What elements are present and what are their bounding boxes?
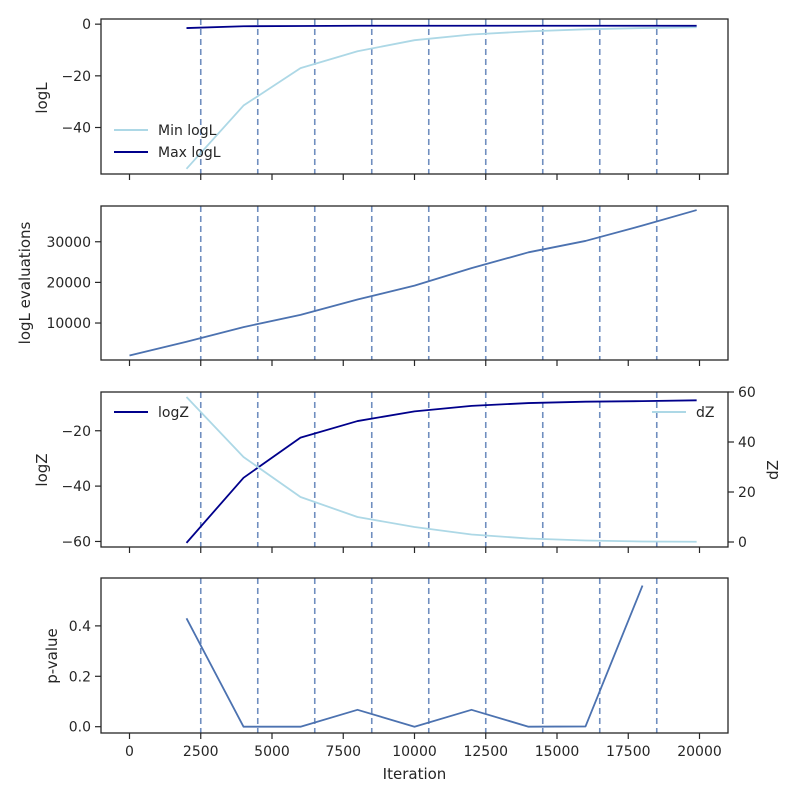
legend: Min logL Max logL xyxy=(114,123,221,161)
y-tick-label: −40 xyxy=(61,121,91,137)
y-tick-label: 20000 xyxy=(46,275,91,291)
y-tick-label-right: 40 xyxy=(738,435,756,451)
y-axis-label-logl: logL xyxy=(33,82,51,114)
legend-label-dz: dZ xyxy=(696,405,714,421)
y-tick-label-right: 60 xyxy=(738,385,756,401)
y-tick-label-right: 20 xyxy=(738,485,756,501)
y-tick-label: 0 xyxy=(82,17,91,33)
x-tick-label: 0 xyxy=(125,744,134,760)
legend-label-min-logl: Min logL xyxy=(158,123,217,139)
legend: logZ dZ xyxy=(114,405,714,421)
x-tick-label: 10000 xyxy=(392,744,437,760)
series-line-logz xyxy=(185,399,697,544)
series-line-min-logl xyxy=(185,26,697,170)
series-line-dz xyxy=(185,396,697,543)
x-tick-label: 20000 xyxy=(677,744,722,760)
y-tick-label: −60 xyxy=(61,534,91,550)
x-tick-label: 2500 xyxy=(183,744,219,760)
legend-label-logz: logZ xyxy=(158,405,189,421)
x-tick-label: 17500 xyxy=(606,744,651,760)
y-tick-label: 0.2 xyxy=(69,669,91,685)
y-axis-label-logz: logZ xyxy=(33,453,51,486)
x-tick-label: 5000 xyxy=(254,744,290,760)
iteration-markers xyxy=(199,392,658,547)
y-tick-label: 0.0 xyxy=(69,720,91,736)
plot-frame xyxy=(100,577,729,734)
series-line-max-logl xyxy=(186,24,697,29)
y-axis-label-dz: dZ xyxy=(764,460,782,480)
y-axis-label-pvalue: p-value xyxy=(43,628,61,684)
y-tick-label: −40 xyxy=(61,479,91,495)
y-tick-label: 30000 xyxy=(46,235,91,251)
panel-pvalue: 0.0 0.2 0.4 0 2500 5000 7500 10000 12500 15000 175… xyxy=(43,577,729,783)
iteration-markers xyxy=(199,206,658,360)
x-tick-label: 15000 xyxy=(535,744,580,760)
series-line-series-0 xyxy=(129,209,697,357)
iteration-markers xyxy=(199,578,658,733)
iteration-markers xyxy=(199,19,658,174)
panel-logz: −60 −40 −20 0 20 40 60 logZ dZ logZ dZ xyxy=(33,385,782,553)
x-tick-label: 12500 xyxy=(463,744,508,760)
x-axis-label: Iteration xyxy=(383,765,447,783)
series-line-series-0 xyxy=(185,585,644,728)
panel-logl-evaluations: 10000 20000 30000 logL evaluations xyxy=(16,205,729,366)
y-tick-label: 0.4 xyxy=(69,619,91,635)
plot-frame xyxy=(100,205,729,361)
y-tick-label: −20 xyxy=(61,69,91,85)
plot-frame xyxy=(100,391,729,548)
legend-label-max-logl: Max logL xyxy=(158,145,221,161)
panel-logl: −40 −20 0 Min logL Max logL logL xyxy=(33,17,729,180)
y-tick-label-right: 0 xyxy=(738,535,747,551)
y-tick-label: 10000 xyxy=(46,316,91,332)
y-axis-label-logl-evaluations: logL evaluations xyxy=(16,221,34,344)
x-tick-label: 7500 xyxy=(325,744,361,760)
y-tick-label: −20 xyxy=(61,424,91,440)
